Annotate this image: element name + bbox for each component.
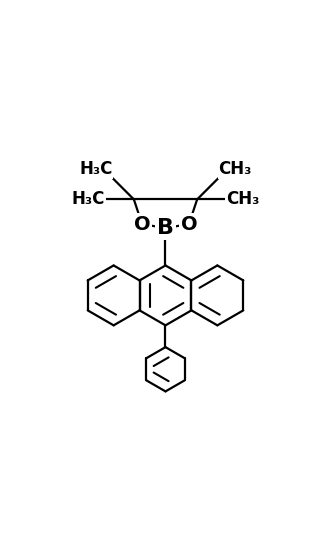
Text: O: O xyxy=(181,215,197,234)
Text: CH₃: CH₃ xyxy=(226,190,259,208)
Text: H₃C: H₃C xyxy=(72,190,105,208)
Text: O: O xyxy=(134,215,150,234)
Text: H₃C: H₃C xyxy=(79,160,113,178)
Text: B: B xyxy=(157,218,174,238)
Text: CH₃: CH₃ xyxy=(218,160,252,178)
